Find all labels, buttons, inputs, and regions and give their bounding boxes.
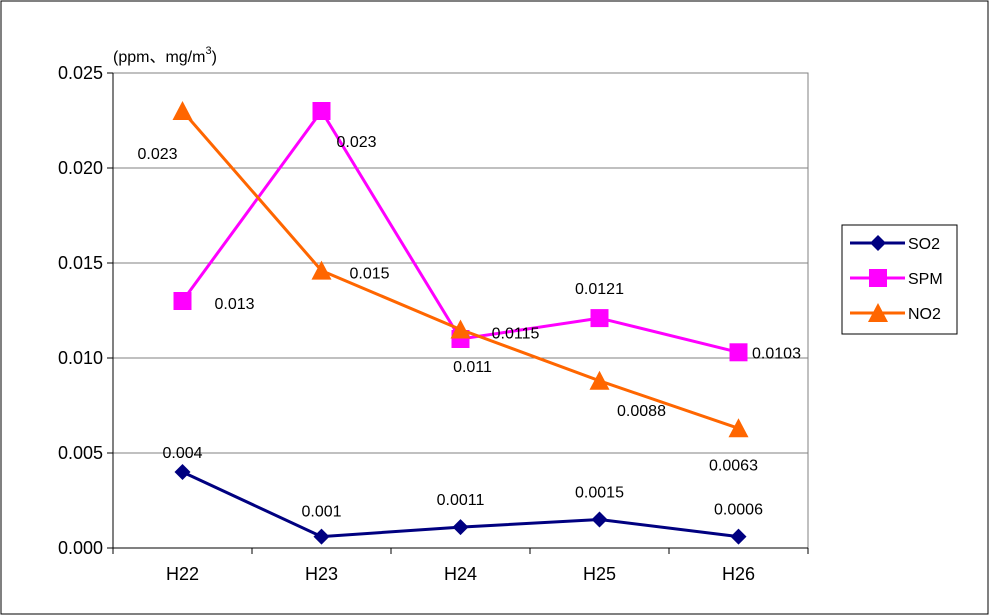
data-label-no2: 0.0088 xyxy=(617,403,666,420)
data-label-no2: 0.0063 xyxy=(709,457,758,474)
x-tick-label: H24 xyxy=(444,564,477,584)
data-point-no2 xyxy=(172,101,193,120)
axes: 0.000 0.005 0.010 0.015 0.020 0.025 H22 H23 H24 H… xyxy=(58,63,809,584)
data-point-so2 xyxy=(174,464,191,480)
legend: SO2 SPM NO2 xyxy=(841,224,958,335)
legend-marker-no2 xyxy=(868,303,888,322)
data-point-so2 xyxy=(730,528,747,545)
legend-label-so2: SO2 xyxy=(908,236,940,253)
legend-marker-spm xyxy=(869,269,887,287)
x-tick-label: H23 xyxy=(305,564,338,584)
data-label-spm: 0.0121 xyxy=(575,281,624,298)
data-point-spm xyxy=(590,309,609,328)
y-tick-label: 0.025 xyxy=(58,63,103,83)
data-labels: 0.004 0.001 0.0011 0.0015 0.0006 0.013 0.023 0.… xyxy=(137,134,801,521)
data-label-spm: 0.011 xyxy=(453,359,492,376)
data-label-so2: 0.0011 xyxy=(437,492,485,509)
y-tick-label: 0.000 xyxy=(58,538,103,558)
unit-label-close: ) xyxy=(212,49,217,66)
data-label-no2: 0.0115 xyxy=(492,326,540,343)
legend-items: SO2 SPM NO2 xyxy=(850,235,943,323)
data-label-so2: 0.004 xyxy=(162,445,202,462)
y-tick-label: 0.005 xyxy=(58,443,103,463)
data-point-spm xyxy=(729,343,748,362)
y-tick-label: 0.020 xyxy=(58,158,103,178)
data-point-spm xyxy=(312,102,331,120)
data-label-no2: 0.015 xyxy=(349,266,389,283)
x-tick-label: H25 xyxy=(583,564,616,584)
data-label-no2: 0.023 xyxy=(137,146,177,163)
data-label-so2: 0.0015 xyxy=(575,485,624,502)
data-point-so2 xyxy=(452,519,469,536)
data-point-spm xyxy=(173,292,192,310)
legend-marker-so2 xyxy=(870,235,886,251)
data-point-so2 xyxy=(313,528,330,545)
legend-label-spm: SPM xyxy=(908,271,943,288)
unit-label: (ppm、mg/m3) xyxy=(113,45,217,66)
unit-label-superscript: 3 xyxy=(205,45,211,57)
legend-label-no2: NO2 xyxy=(908,306,941,323)
data-point-no2 xyxy=(450,319,471,339)
data-point-no2 xyxy=(589,370,610,390)
data-label-spm: 0.0103 xyxy=(752,345,801,362)
data-label-spm: 0.023 xyxy=(336,134,376,151)
y-tick-label: 0.015 xyxy=(58,253,103,273)
data-point-no2 xyxy=(311,260,332,280)
unit-label-text: (ppm、mg/m xyxy=(113,49,205,66)
data-label-so2: 0.0006 xyxy=(714,502,763,519)
data-label-so2: 0.001 xyxy=(301,504,341,521)
series-lines xyxy=(172,101,749,545)
data-point-no2 xyxy=(728,418,749,438)
data-point-so2 xyxy=(591,511,608,528)
x-tick-label: H22 xyxy=(166,564,199,584)
data-label-spm: 0.013 xyxy=(214,296,254,313)
y-tick-label: 0.010 xyxy=(58,348,103,368)
grid-lines xyxy=(113,167,808,454)
x-tick-label: H26 xyxy=(722,564,755,584)
